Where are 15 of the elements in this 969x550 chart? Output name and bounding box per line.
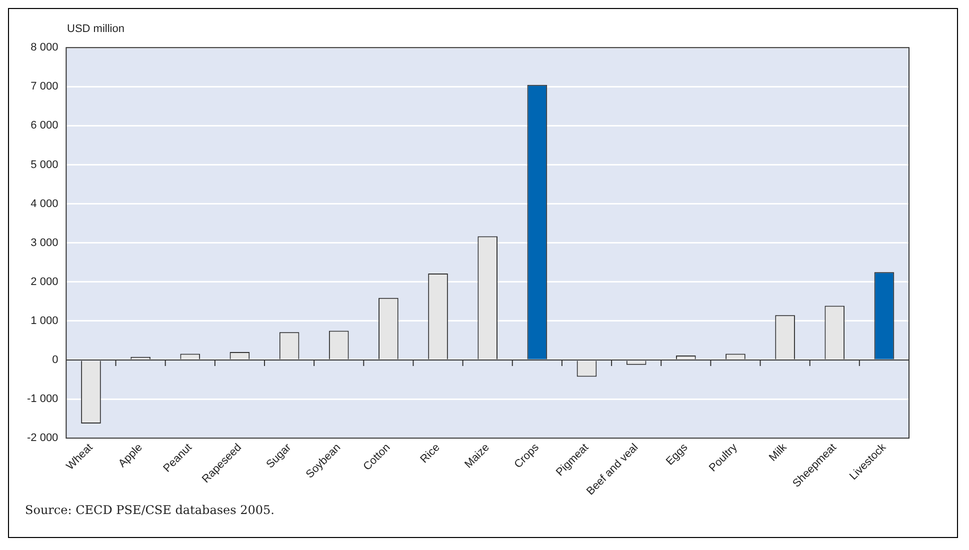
y-tick-label: 2 000 — [30, 276, 58, 288]
y-tick-label: -1 000 — [26, 393, 58, 406]
y-tick-label: 1 000 — [30, 314, 58, 327]
y-tick-label: 7 000 — [30, 80, 58, 93]
source-note: Source: CECD PSE/CSE databases 2005. — [25, 503, 274, 517]
y-axis-title: USD million — [67, 23, 124, 35]
x-tick-label: Rice — [418, 442, 442, 466]
y-tick-label: 6 000 — [30, 120, 58, 132]
x-tick-label: Milk — [767, 441, 790, 464]
y-tick-label: -2 000 — [26, 432, 58, 444]
y-tick-label: 3 000 — [30, 236, 58, 249]
y-tick-label: 5 000 — [30, 158, 58, 171]
y-tick-label: 4 000 — [30, 198, 58, 210]
y-tick-label: 8 000 — [30, 42, 58, 54]
y-tick-label: 0 — [52, 354, 58, 366]
